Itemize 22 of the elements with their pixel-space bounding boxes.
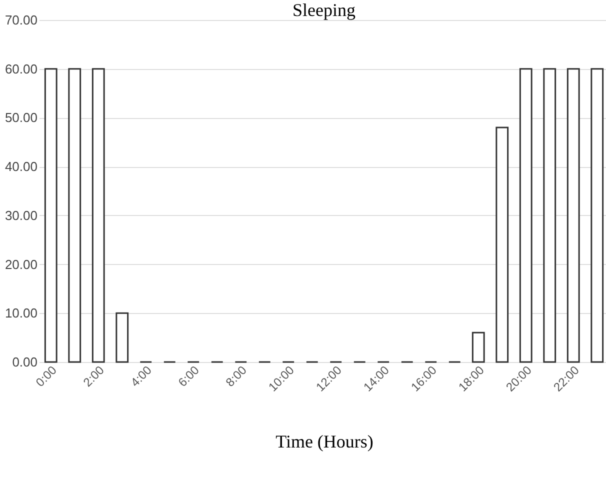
y-tick-label: 50.00 bbox=[4, 110, 38, 126]
y-tick-label: 0.00 bbox=[12, 354, 38, 370]
x-tick-label: 4:00 bbox=[128, 362, 155, 390]
y-tick-label: 10.00 bbox=[4, 306, 38, 321]
x-axis-title: Time (Hours) bbox=[276, 432, 374, 452]
bar bbox=[496, 126, 509, 363]
y-tick-label: 20.00 bbox=[4, 256, 38, 272]
x-tick-label: 8:00 bbox=[222, 362, 250, 390]
x-tick-label: 6:00 bbox=[175, 362, 202, 390]
bar bbox=[543, 68, 556, 363]
y-tick-label: 60.00 bbox=[4, 61, 38, 76]
bar bbox=[44, 68, 58, 363]
y-tick-label: 70.00 bbox=[4, 12, 38, 28]
bar bbox=[472, 332, 485, 363]
bar bbox=[519, 68, 532, 363]
bar bbox=[92, 68, 105, 363]
y-tick-label: 30.00 bbox=[4, 208, 38, 223]
bar bbox=[116, 312, 129, 363]
chart-title: Sleeping bbox=[292, 0, 356, 20]
y-tick-label: 40.00 bbox=[4, 159, 38, 174]
bar bbox=[68, 68, 82, 363]
bar bbox=[566, 68, 580, 363]
